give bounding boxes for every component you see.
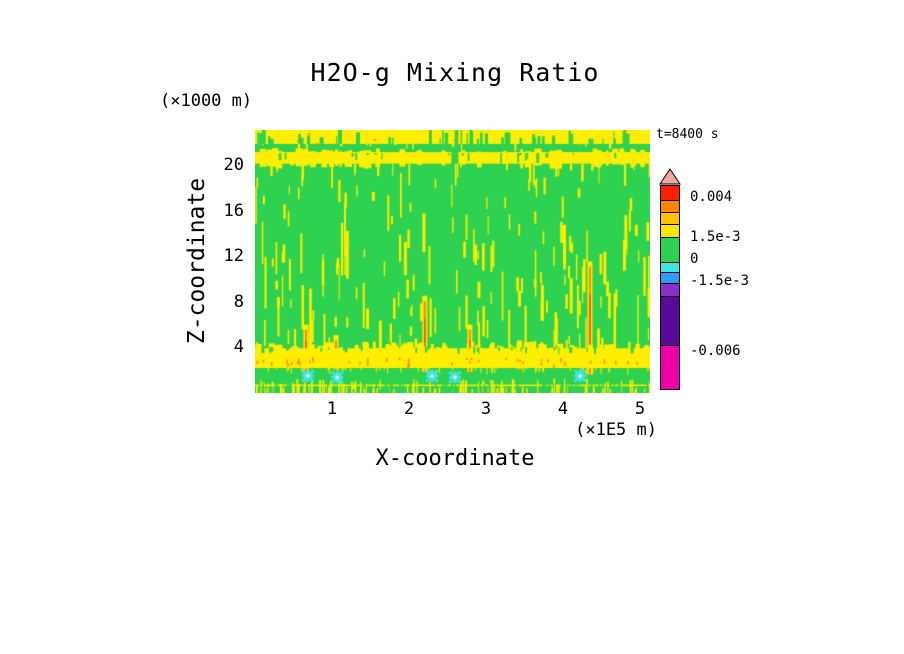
chart-title: H2O-g Mixing Ratio: [310, 58, 600, 87]
x-tick-label: 3: [480, 399, 492, 419]
y-tick-label: 12: [223, 246, 244, 267]
y-tick-label: 16: [223, 200, 244, 221]
x-tick-label: 4: [557, 399, 569, 419]
colorbar-tick-label: 0: [690, 250, 699, 267]
colorbar: [660, 185, 680, 390]
timestamp-label: t=8400 s: [656, 127, 719, 142]
colorbar-segment: [661, 272, 679, 284]
y-axis-unit-label: (×1000 m): [160, 91, 253, 111]
colorbar-tick-label: 1.5e-3: [690, 228, 741, 245]
x-axis-unit-label: (×1E5 m): [575, 420, 657, 440]
x-axis-title: X-coordinate: [375, 446, 535, 471]
y-tick-label: 4: [233, 337, 244, 358]
colorbar-segment: [661, 212, 679, 224]
heatmap-field: [255, 130, 650, 393]
colorbar-tick-label: 0.004: [690, 189, 733, 206]
colorbar-segment: [661, 283, 679, 296]
colorbar-segment: [661, 236, 679, 262]
colorbar-arrow-icon: [659, 168, 681, 185]
y-tick-label: 20: [223, 155, 244, 176]
colorbar-segment: [661, 295, 679, 346]
x-tick-label: 5: [634, 399, 646, 419]
colorbar-segment: [661, 345, 679, 389]
colorbar-segment: [661, 223, 679, 237]
y-tick-label: 8: [233, 291, 244, 312]
colorbar-segment: [661, 186, 679, 200]
colorbar-segment: [661, 261, 679, 273]
colorbar-tick-label: -0.006: [690, 343, 741, 360]
x-tick-label: 1: [326, 399, 338, 419]
x-tick-label: 2: [403, 399, 415, 419]
colorbar-segment: [661, 199, 679, 213]
colorbar-tick-label: -1.5e-3: [690, 273, 750, 290]
